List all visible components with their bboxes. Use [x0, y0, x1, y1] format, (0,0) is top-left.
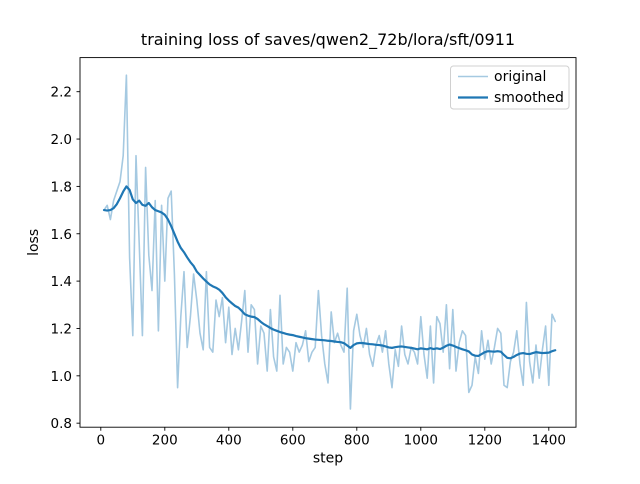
y-tick-label: 2.0 [51, 132, 72, 148]
y-axis-label: loss [26, 229, 42, 256]
legend-label-original: original [494, 69, 546, 85]
x-axis-label: step [313, 451, 343, 467]
line-smoothed [102, 185, 557, 360]
x-tick-label: 1000 [404, 433, 438, 449]
legend: original smoothed [450, 65, 570, 110]
y-tick-label: 1.2 [51, 321, 72, 337]
x-tick-label: 1200 [468, 433, 502, 449]
y-tick-label: 1.4 [51, 274, 72, 290]
legend-label-smoothed: smoothed [494, 90, 564, 106]
chart-title: training loss of saves/qwen2_72b/lora/sf… [141, 30, 515, 50]
x-tick-label: 200 [152, 433, 178, 449]
x-tick-label: 800 [344, 433, 370, 449]
y-tick-label: 1.0 [51, 369, 72, 385]
y-tick-label: 0.8 [51, 416, 72, 432]
x-tick-label: 400 [216, 433, 242, 449]
axes-layer: 0 200 400 600 800 1000 1200 1400 0.8 1.0 1.2 1.4 1.6… [51, 57, 577, 449]
y-tick-label: 1.8 [51, 179, 72, 195]
y-tick-label: 1.6 [51, 227, 72, 243]
x-tick-label: 0 [97, 433, 106, 449]
line-original [103, 74, 557, 410]
x-tick-label: 600 [280, 433, 306, 449]
x-tick-label: 1400 [532, 433, 566, 449]
axes-spines [79, 57, 577, 428]
y-tick-label: 2.2 [51, 85, 72, 101]
series-layer [102, 74, 557, 410]
